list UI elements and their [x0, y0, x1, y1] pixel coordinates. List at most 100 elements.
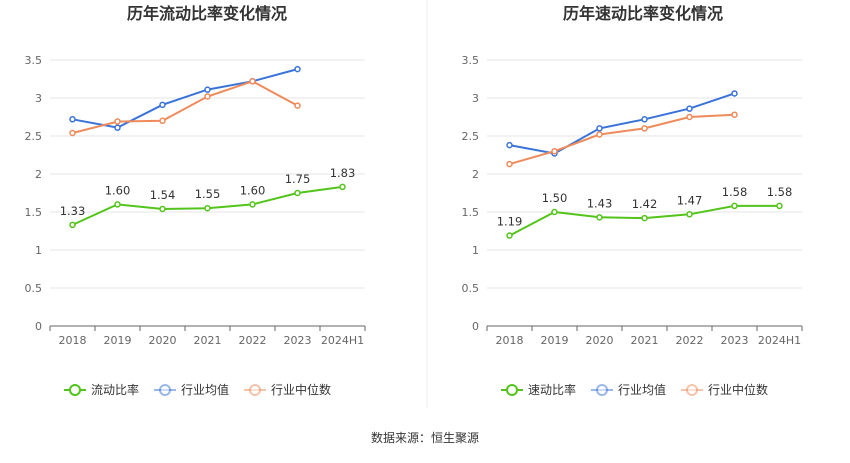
- legend-item[interactable]: 行业中位数: [244, 382, 331, 397]
- data-point[interactable]: [506, 232, 513, 239]
- y-tick-label: 1: [472, 244, 479, 257]
- data-label: 1.60: [240, 183, 266, 197]
- data-point[interactable]: [294, 65, 301, 73]
- data-label: 1.42: [632, 197, 658, 211]
- data-point[interactable]: [641, 214, 648, 222]
- data-point[interactable]: [69, 221, 76, 229]
- x-tick-label: 2023: [721, 334, 749, 347]
- data-point[interactable]: [339, 183, 346, 191]
- data-point[interactable]: [731, 90, 738, 97]
- legend-item[interactable]: 速动比率: [501, 382, 576, 397]
- data-point[interactable]: [686, 113, 693, 121]
- series-line: [72, 68, 298, 129]
- data-point[interactable]: [686, 105, 693, 112]
- x-tick-label: 2019: [541, 334, 569, 347]
- legend-item[interactable]: 流动比率: [64, 382, 139, 397]
- data-label: 1.83: [330, 166, 356, 180]
- y-tick-label: 3: [35, 92, 42, 105]
- data-point[interactable]: [249, 78, 256, 85]
- y-tick-label: 2: [472, 168, 479, 181]
- y-tick-label: 3: [472, 92, 479, 105]
- data-label: 1.60: [105, 183, 131, 197]
- data-label: 1.58: [722, 185, 748, 199]
- y-tick-label: 1: [35, 244, 42, 257]
- data-point[interactable]: [641, 125, 648, 132]
- x-tick-label: 2020: [149, 334, 177, 347]
- legend-item[interactable]: 行业中位数: [681, 382, 768, 397]
- data-point[interactable]: [69, 116, 76, 123]
- data-label: 1.47: [677, 193, 703, 207]
- legend-label: 流动比率: [91, 382, 139, 397]
- x-tick-label: 2018: [496, 334, 524, 347]
- y-tick-label: 1.5: [25, 206, 43, 219]
- data-point[interactable]: [641, 116, 648, 123]
- data-point[interactable]: [776, 202, 783, 210]
- data-point[interactable]: [506, 160, 513, 168]
- y-tick-label: 0.5: [462, 282, 480, 295]
- y-tick-label: 2.5: [25, 130, 43, 143]
- data-point[interactable]: [731, 202, 738, 210]
- y-tick-label: 3.5: [462, 54, 480, 67]
- x-tick-label: 2018: [59, 334, 87, 347]
- data-point[interactable]: [159, 205, 166, 213]
- data-point[interactable]: [596, 131, 603, 138]
- data-point[interactable]: [551, 147, 558, 155]
- x-tick-label: 2022: [676, 334, 704, 347]
- legend-label: 行业均值: [618, 382, 666, 397]
- data-point[interactable]: [596, 125, 603, 132]
- data-label: 1.33: [60, 204, 86, 218]
- y-tick-label: 1.5: [462, 206, 480, 219]
- data-label: 1.43: [587, 196, 613, 210]
- y-tick-label: 2: [35, 168, 42, 181]
- data-point[interactable]: [159, 117, 166, 125]
- data-point[interactable]: [204, 86, 211, 93]
- legend-item[interactable]: 行业均值: [154, 382, 229, 397]
- data-point[interactable]: [204, 204, 211, 212]
- data-point[interactable]: [204, 93, 211, 100]
- data-point[interactable]: [294, 102, 301, 109]
- legend-item[interactable]: 行业均值: [591, 382, 666, 397]
- x-tick-label: 2024H1: [758, 334, 801, 347]
- data-point[interactable]: [294, 189, 301, 197]
- series-line: [509, 113, 735, 166]
- legend-label: 行业中位数: [271, 382, 331, 397]
- x-tick-label: 2020: [586, 334, 614, 347]
- legend-marker-icon: [159, 384, 171, 396]
- y-tick-label: 0.5: [25, 282, 43, 295]
- legend-label: 行业中位数: [708, 382, 768, 397]
- data-point[interactable]: [159, 101, 166, 109]
- data-point[interactable]: [114, 118, 121, 125]
- data-point[interactable]: [69, 129, 76, 137]
- data-point[interactable]: [249, 201, 256, 208]
- y-tick-label: 3.5: [25, 54, 43, 67]
- data-point[interactable]: [596, 214, 603, 221]
- legend-label: 速动比率: [528, 382, 576, 397]
- x-tick-label: 2023: [284, 334, 312, 347]
- data-point[interactable]: [731, 111, 738, 118]
- legend-marker-icon: [506, 384, 518, 396]
- data-point[interactable]: [114, 201, 121, 208]
- data-label: 1.50: [542, 191, 568, 205]
- y-tick-label: 0: [35, 320, 42, 333]
- data-label: 1.54: [150, 188, 176, 202]
- legend-marker-icon: [69, 384, 81, 396]
- data-label: 1.58: [767, 185, 793, 199]
- chart-title: 历年流动比率变化情况: [127, 4, 287, 23]
- chart-current-ratio: 历年流动比率变化情况 0 0.5 1 1.5 2 2.5 3 3.5 2018 2019 2020 20…: [25, 4, 366, 397]
- source-note: 数据来源：恒生聚源: [371, 430, 479, 445]
- data-point[interactable]: [686, 211, 693, 218]
- chart-title: 历年速动比率变化情况: [563, 4, 723, 23]
- x-tick-label: 2022: [239, 334, 267, 347]
- legend-marker-icon: [686, 384, 698, 396]
- legend-marker-icon: [249, 384, 261, 396]
- data-point[interactable]: [114, 124, 121, 131]
- x-tick-label: 2021: [631, 334, 659, 347]
- x-tick-label: 2024H1: [321, 334, 364, 347]
- legend-label: 行业均值: [181, 382, 229, 397]
- x-tick-label: 2021: [194, 334, 222, 347]
- legend-marker-icon: [596, 384, 608, 396]
- data-point[interactable]: [506, 141, 513, 149]
- data-point[interactable]: [551, 208, 558, 216]
